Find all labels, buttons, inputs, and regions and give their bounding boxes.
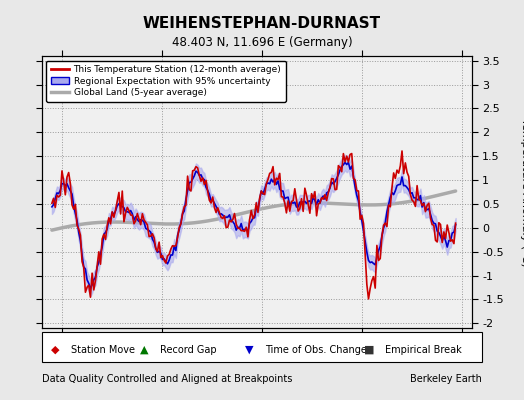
Text: Data Quality Controlled and Aligned at Breakpoints: Data Quality Controlled and Aligned at B… <box>42 374 292 384</box>
Text: ◆: ◆ <box>51 345 59 355</box>
Legend: This Temperature Station (12-month average), Regional Expectation with 95% uncer: This Temperature Station (12-month avera… <box>47 60 286 102</box>
Text: Time of Obs. Change: Time of Obs. Change <box>265 345 366 355</box>
Y-axis label: Temperature Anomaly (°C): Temperature Anomaly (°C) <box>520 118 524 266</box>
Text: Record Gap: Record Gap <box>160 345 216 355</box>
Text: Station Move: Station Move <box>71 345 135 355</box>
Text: 48.403 N, 11.696 E (Germany): 48.403 N, 11.696 E (Germany) <box>172 36 352 49</box>
Text: WEIHENSTEPHAN-DURNAST: WEIHENSTEPHAN-DURNAST <box>143 16 381 31</box>
Text: Berkeley Earth: Berkeley Earth <box>410 374 482 384</box>
Text: ▲: ▲ <box>140 345 148 355</box>
Text: ■: ■ <box>364 345 375 355</box>
Text: Empirical Break: Empirical Break <box>385 345 462 355</box>
Text: ▼: ▼ <box>245 345 253 355</box>
